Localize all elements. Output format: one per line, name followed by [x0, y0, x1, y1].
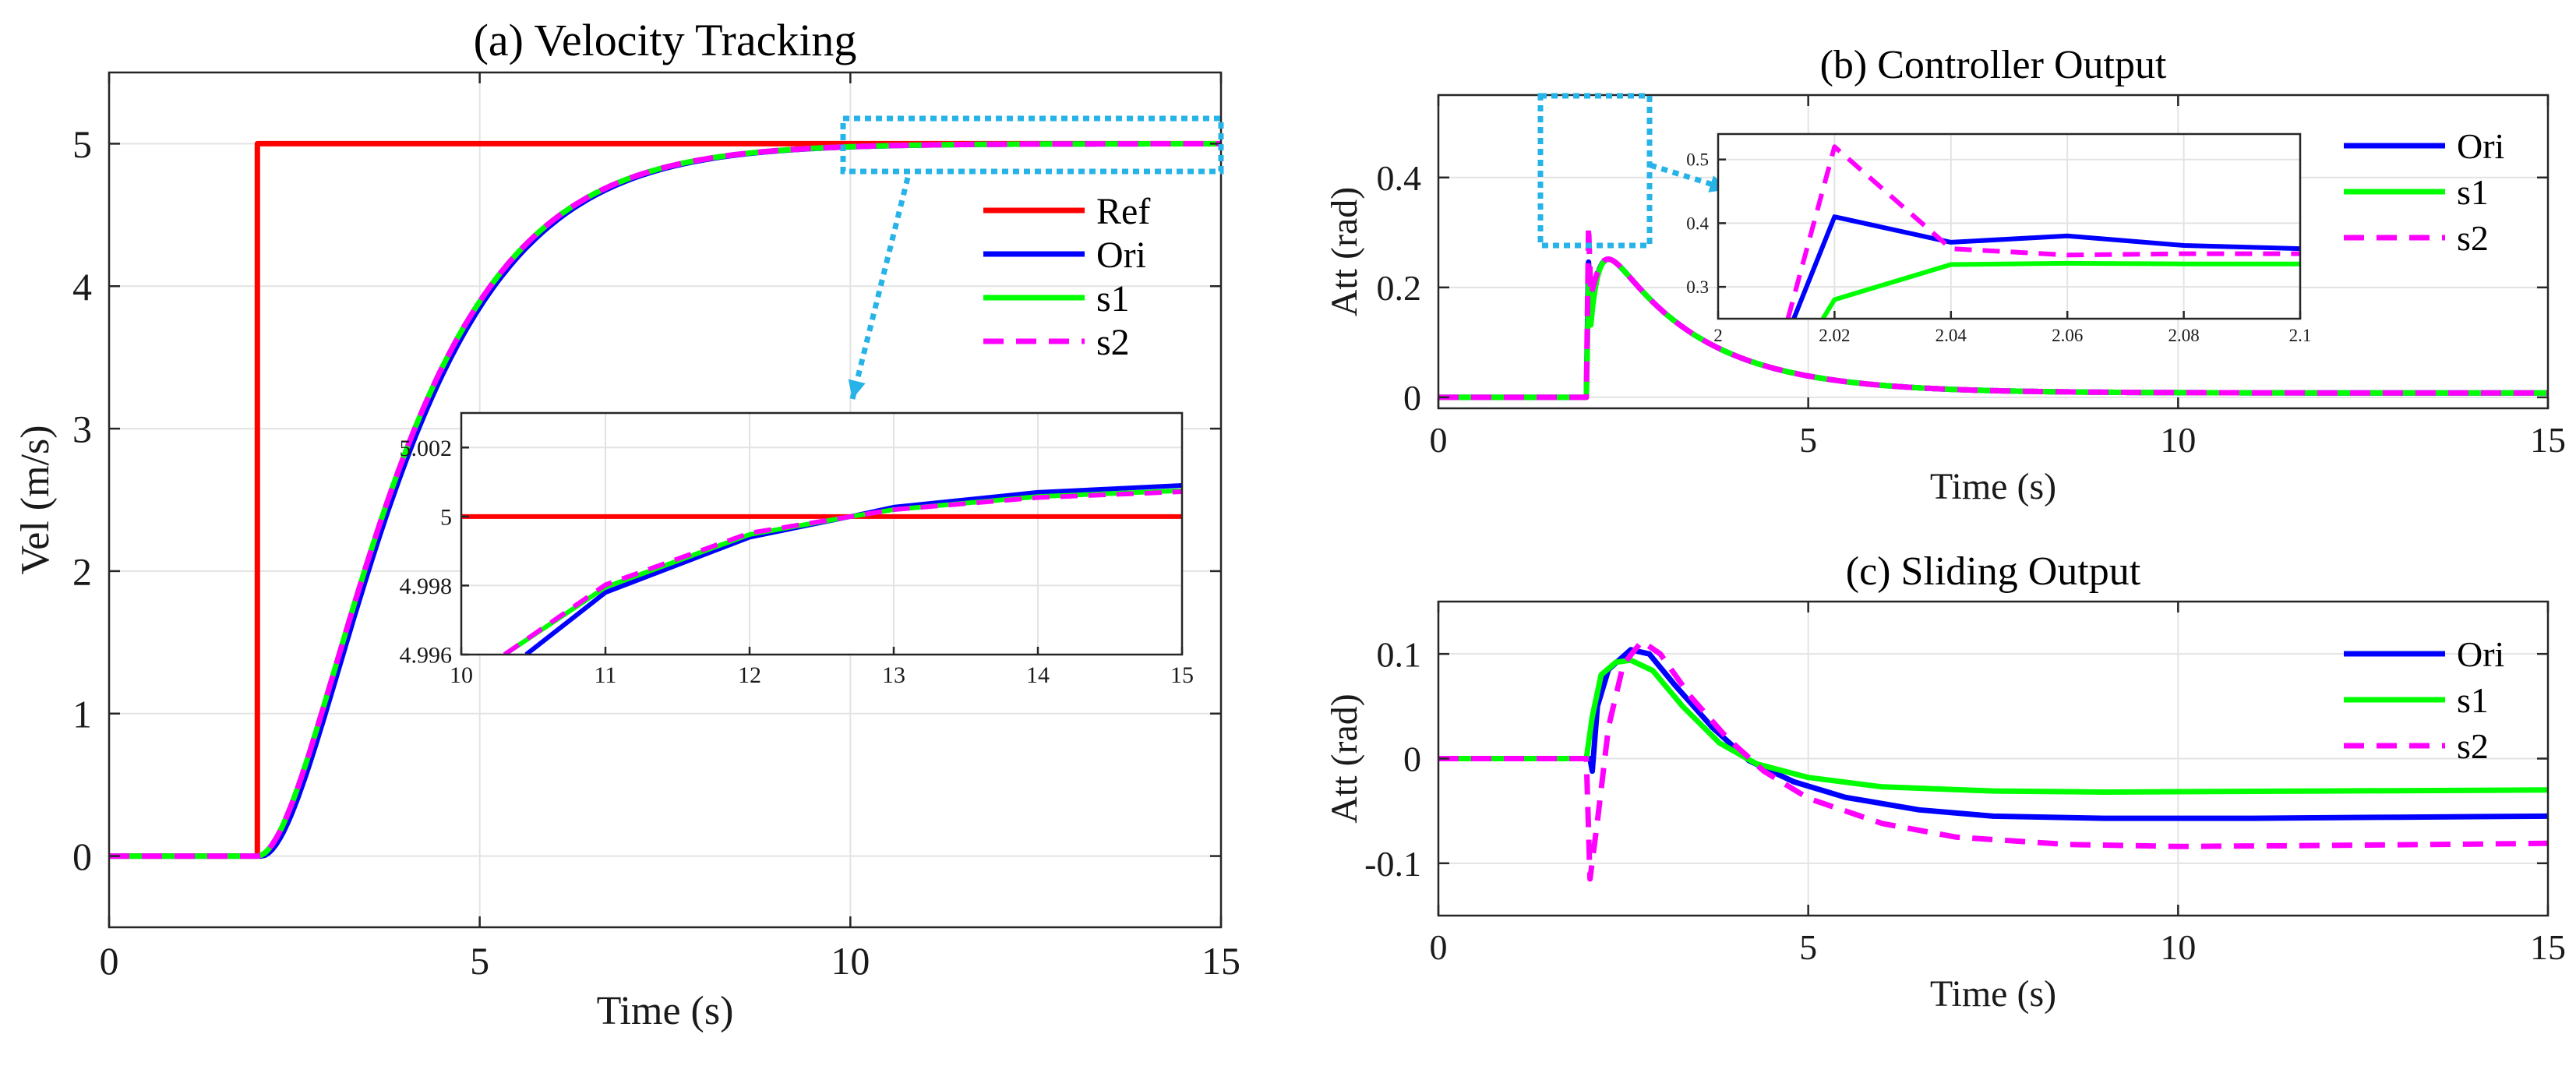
y-tick-label: 0 [1403, 378, 1421, 418]
zoom-arrow [1649, 162, 1730, 192]
inset-x-tick-label: 13 [882, 662, 905, 688]
inset-series-s2 [503, 489, 1182, 655]
inset-y-tick-label: 4.998 [400, 574, 453, 599]
inset-y-tick-label: 0.4 [1686, 214, 1709, 233]
legend-label-Ori: Ori [2457, 126, 2504, 166]
x-tick-label: 10 [2160, 927, 2196, 967]
series-line-s2 [1438, 223, 2548, 401]
inset-background [461, 413, 1182, 655]
inset-series-Ori [1791, 214, 2300, 319]
inset-a: 10 11 12 13 14 15 4.996 4.998 5 5.002 [400, 411, 1194, 688]
legend-label-s2: s2 [2457, 218, 2489, 258]
y-tick-label: 0.1 [1377, 634, 1422, 674]
inset-x-tick-label: 12 [738, 662, 761, 688]
x-tick-label: 5 [1799, 927, 1817, 967]
inset-x-tick-label: 10 [450, 662, 473, 688]
legend: Ori s1 s2 [2344, 634, 2504, 766]
legend: Ori s1 s2 [2344, 126, 2504, 258]
zoom-arrow [849, 177, 911, 400]
inset-x-tick-label: 2.1 [2289, 326, 2312, 345]
inset-y-tick-label: 0.5 [1686, 150, 1709, 170]
axes-box [108, 71, 1223, 929]
legend-label-Ori: Ori [1096, 235, 1146, 276]
x-tick-label: 10 [2160, 420, 2196, 460]
inset-x-tick-label: 2 [1713, 326, 1723, 345]
series-line-Ori [1438, 647, 2549, 821]
inset-x-tick-label: 2.06 [2052, 326, 2083, 345]
y-tick-label: 4 [72, 265, 92, 309]
inset-axes-box [460, 411, 1184, 656]
y-tick-label: 0 [1403, 739, 1421, 779]
inset-y-tick-label: 5 [440, 504, 452, 530]
legend-label-s1: s1 [1096, 278, 1130, 319]
y-tick-label: 2 [72, 549, 92, 593]
legend-label-s1: s1 [2457, 172, 2489, 212]
inset-b: 2 2.02 2.04 2.06 2.08 2.1 0.3 0.4 0.5 [1686, 132, 2312, 345]
x-axis-label: Time (s) [1930, 466, 2056, 507]
x-axis-label: Time (s) [1930, 973, 2056, 1015]
legend-label-Ref: Ref [1096, 191, 1150, 232]
legend-label-Ori: Ori [2457, 634, 2504, 674]
inset-lines [461, 483, 1182, 655]
x-tick-label: 15 [2530, 420, 2566, 460]
series-line-s1 [1438, 657, 2549, 795]
x-tick-label: 5 [470, 939, 489, 983]
panel-c: 0 5 10 15 -0.1 0 0.1 (c) Sliding Output Time (s)… [1324, 549, 2566, 1015]
inset-series-s2 [1785, 144, 2300, 319]
x-axis-label: Time (s) [597, 989, 734, 1033]
inset-y-tick-label: 4.996 [400, 643, 453, 669]
inset-x-tick-label: 2.02 [1819, 326, 1850, 345]
inset-series-s1 [1820, 260, 2300, 319]
x-tick-label: 0 [1430, 927, 1448, 967]
legend-label-s1: s1 [2457, 680, 2489, 720]
inset-x-tick-label: 11 [595, 662, 617, 688]
y-axis-label: Att (rad) [1324, 694, 1365, 824]
zoom-arrow-head [848, 379, 866, 399]
chart-title: (a) Velocity Tracking [474, 15, 857, 65]
inset-x-tick-label: 15 [1170, 662, 1194, 688]
inset-x-tick-label: 2.08 [2168, 326, 2199, 345]
inset-y-tick-label: 5.002 [400, 436, 453, 461]
zoom-region-box [1537, 93, 1653, 249]
series-line-s2 [1438, 638, 2549, 882]
x-tick-label: 15 [1202, 939, 1240, 983]
x-tick-label: 15 [2530, 927, 2566, 967]
x-tick-label: 0 [1430, 420, 1448, 460]
x-tick-label: 10 [831, 939, 870, 983]
y-tick-label: 0.4 [1377, 158, 1422, 198]
legend-label-s2: s2 [1096, 322, 1130, 363]
axes-box [1437, 94, 2550, 410]
legend-label-s2: s2 [2457, 726, 2489, 766]
inset-x-tick-label: 2.04 [1936, 326, 1967, 345]
y-tick-label: 5 [72, 122, 92, 166]
zoom-region-box [840, 115, 1224, 175]
y-tick-label: 3 [72, 408, 92, 451]
y-axis-label: Vel (m/s) [13, 425, 58, 574]
series-line-s2 [109, 141, 1221, 859]
inset-x-tick-label: 14 [1026, 662, 1050, 688]
x-tick-label: 0 [100, 939, 119, 983]
chart-title: (c) Sliding Output [1846, 549, 2141, 594]
chart-title: (b) Controller Output [1820, 43, 2167, 87]
y-tick-label: -0.1 [1364, 844, 1421, 884]
y-tick-label: 1 [72, 692, 92, 736]
inset-lines [1785, 144, 2300, 319]
y-axis-label: Att (rad) [1324, 187, 1365, 317]
inset-axes-box [1717, 132, 2302, 320]
y-tick-label: 0.2 [1377, 268, 1422, 308]
y-tick-label: 0 [72, 835, 92, 878]
x-tick-label: 5 [1799, 420, 1817, 460]
panel-b: 0 5 10 15 0 0.2 0.4 (b) Controller Output Time (… [1324, 43, 2566, 507]
inset-y-tick-label: 0.3 [1686, 277, 1709, 297]
